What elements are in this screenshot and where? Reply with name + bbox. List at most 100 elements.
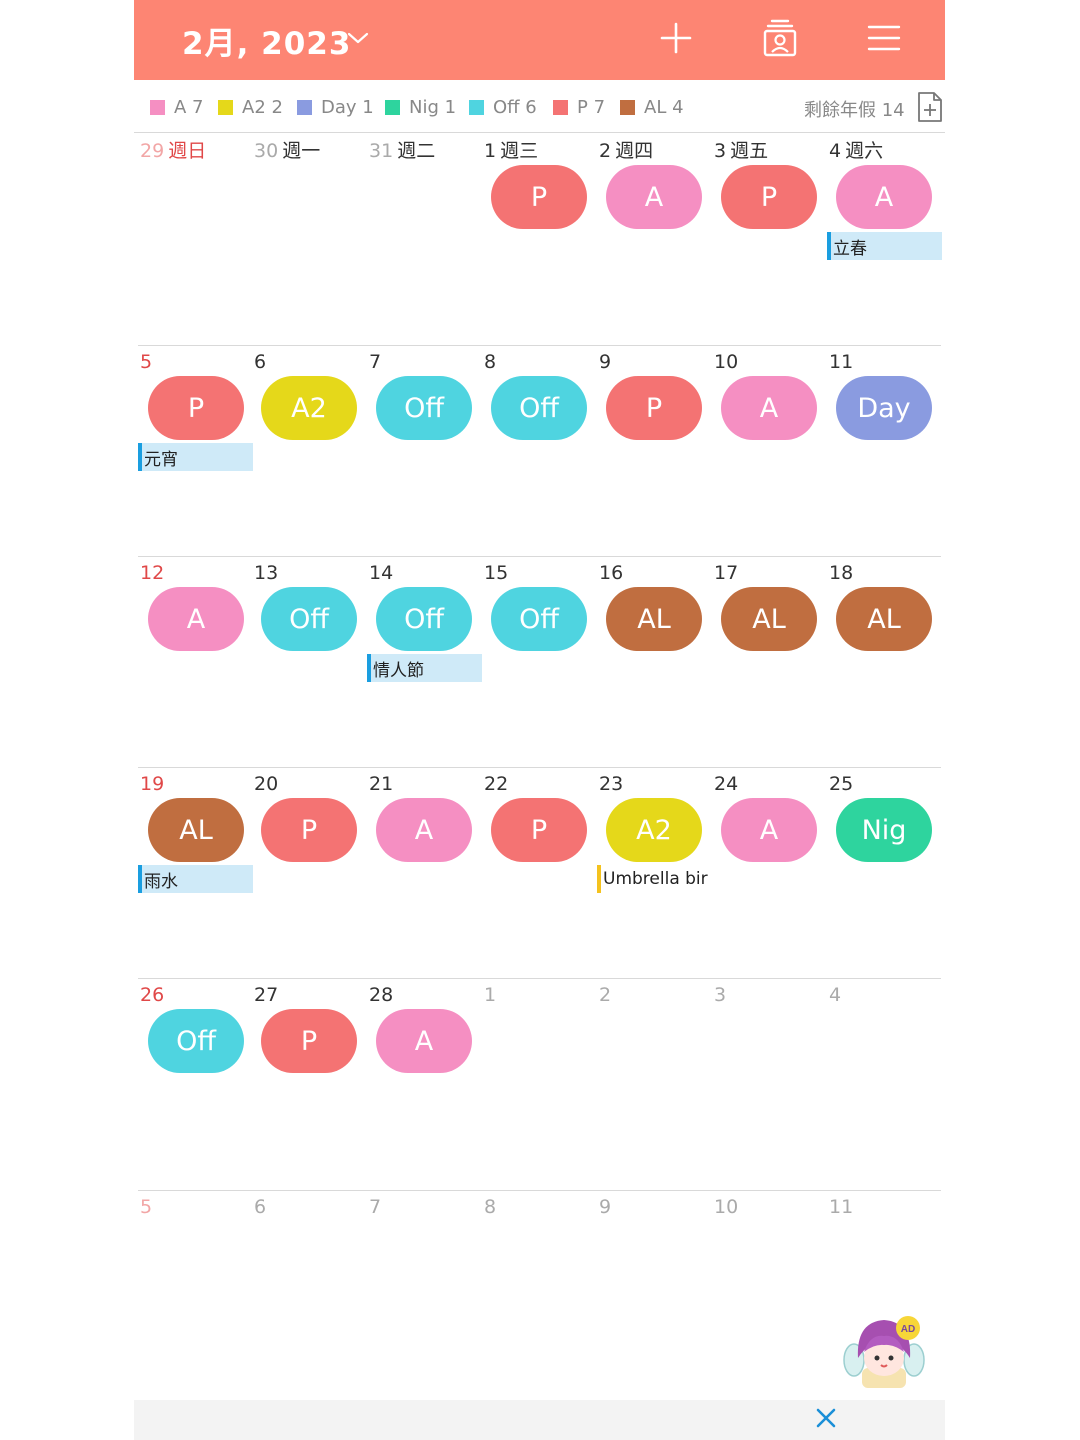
day-number[interactable]: 11 [829,1196,853,1218]
shift-pill[interactable]: P [721,165,817,229]
shift-pill[interactable]: P [491,798,587,862]
day-number[interactable]: 25 [829,773,853,795]
calendar-event[interactable]: 情人節 [367,654,482,682]
close-icon[interactable] [814,1406,838,1430]
shift-pill[interactable]: P [261,798,357,862]
day-number[interactable]: 1 週三 [484,140,538,162]
week-divider [138,767,941,768]
day-number[interactable]: 29 週日 [140,140,206,162]
day-number[interactable]: 14 [369,562,393,584]
day-number[interactable]: 10 [714,351,738,373]
shift-pill[interactable]: Off [376,587,472,651]
day-number[interactable]: 1 [484,984,496,1006]
shift-pill[interactable]: Off [148,1009,244,1073]
day-number[interactable]: 4 [829,984,841,1006]
legend-item-nig: Nig 1 [385,96,456,118]
shift-pill[interactable]: P [261,1009,357,1073]
day-number[interactable]: 4 週六 [829,140,883,162]
day-number[interactable]: 19 [140,773,164,795]
day-number-text: 15 [484,562,509,584]
day-number[interactable]: 6 [254,351,266,373]
shift-pill[interactable]: Off [491,376,587,440]
day-number[interactable]: 24 [714,773,738,795]
shift-pill[interactable]: A2 [606,798,702,862]
shift-pill[interactable]: A [721,798,817,862]
event-marker [827,232,831,260]
day-number[interactable]: 30 週一 [254,140,320,162]
day-number[interactable]: 8 [484,1196,496,1218]
day-number[interactable]: 20 [254,773,278,795]
event-marker [367,654,371,682]
day-number[interactable]: 11 [829,351,853,373]
day-number[interactable]: 15 [484,562,508,584]
shift-pill[interactable]: A [606,165,702,229]
day-number[interactable]: 23 [599,773,623,795]
event-title: Umbrella bir [603,869,708,889]
add-document-icon[interactable] [916,91,944,123]
day-number[interactable]: 7 [369,351,381,373]
shift-pill[interactable]: AL [606,587,702,651]
day-number[interactable]: 12 [140,562,164,584]
shift-pill[interactable]: A [376,1009,472,1073]
calendar-event[interactable]: Umbrella bir [597,865,712,893]
day-number[interactable]: 13 [254,562,278,584]
shift-pill[interactable]: P [606,376,702,440]
profile-button[interactable] [758,16,802,60]
ad-banner[interactable] [134,1400,945,1440]
day-number[interactable]: 8 [484,351,496,373]
shift-pill[interactable]: Day [836,376,932,440]
calendar-event[interactable]: 雨水 [138,865,253,893]
shift-pill[interactable]: Off [376,376,472,440]
shift-pill[interactable]: P [491,165,587,229]
day-number[interactable]: 17 [714,562,738,584]
legend-swatch [218,99,233,115]
day-number[interactable]: 31 週二 [369,140,435,162]
calendar-event[interactable]: 立春 [827,232,942,260]
day-number[interactable]: 5 [140,1196,152,1218]
shift-pill[interactable]: A [148,587,244,651]
day-number-text: 27 [254,984,279,1006]
day-number[interactable]: 7 [369,1196,381,1218]
day-number[interactable]: 2 [599,984,611,1006]
shift-pill[interactable]: AL [148,798,244,862]
day-number-text: 2 [599,140,612,162]
day-number[interactable]: 3 週五 [714,140,768,162]
shift-pill[interactable]: Nig [836,798,932,862]
day-number[interactable]: 21 [369,773,393,795]
day-number[interactable]: 22 [484,773,508,795]
shift-pill[interactable]: Off [261,587,357,651]
day-number[interactable]: 3 [714,984,726,1006]
day-number[interactable]: 9 [599,351,611,373]
shift-pill[interactable]: A [376,798,472,862]
day-number[interactable]: 5 [140,351,152,373]
day-number[interactable]: 28 [369,984,393,1006]
shift-pill[interactable]: A [836,165,932,229]
legend-item-a: A 7 [150,96,204,118]
day-number[interactable]: 6 [254,1196,266,1218]
add-button[interactable] [654,16,698,60]
shift-pill[interactable]: A2 [261,376,357,440]
chevron-down-icon[interactable] [346,26,370,50]
day-number[interactable]: 18 [829,562,853,584]
legend-item-a2: A2 2 [218,96,283,118]
day-number[interactable]: 10 [714,1196,738,1218]
legend-swatch [620,99,635,115]
shift-pill[interactable]: AL [836,587,932,651]
shift-pill[interactable]: A [721,376,817,440]
calendar-event[interactable]: 元宵 [138,443,253,471]
day-number[interactable]: 27 [254,984,278,1006]
day-number-text: 2 [599,984,612,1006]
menu-button[interactable] [862,16,906,60]
legend-label: A 7 [174,96,204,118]
day-number[interactable]: 26 [140,984,164,1006]
day-number[interactable]: 9 [599,1196,611,1218]
ad-mascot-icon[interactable]: AD [840,1312,928,1392]
day-number-text: 17 [714,562,739,584]
day-number[interactable]: 16 [599,562,623,584]
day-number[interactable]: 2 週四 [599,140,653,162]
shift-pill[interactable]: P [148,376,244,440]
month-title[interactable]: 2月, 2023 [182,26,352,62]
shift-pill[interactable]: AL [721,587,817,651]
shift-pill[interactable]: Off [491,587,587,651]
legend-label: Off 6 [493,96,537,118]
